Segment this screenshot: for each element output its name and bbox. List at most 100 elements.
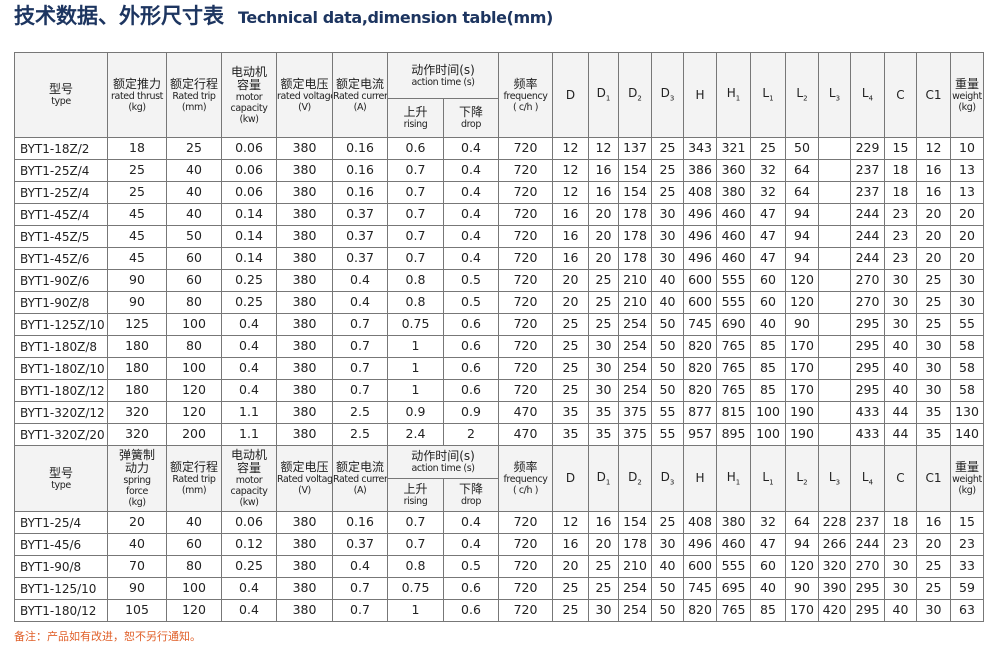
data-row: BYT1-25Z/4 25 40 0.06 380 0.16 0.7 0.4 720 12 16 15… [14,159,984,182]
value-cell: 720 [498,379,553,402]
value-cell: 15 [884,137,917,160]
header-cell: 额定电流 Rated current (A) [332,52,388,138]
value-cell: 0.7 [387,159,444,182]
value-cell: 35 [552,401,589,424]
value-cell: 80 [166,555,222,578]
value-cell: 178 [618,203,652,226]
value-cell: 0.8 [387,555,444,578]
value-cell: 35 [588,423,619,446]
value-cell: 190 [785,423,819,446]
value-cell: 25 [651,137,684,160]
data-row: BYT1-320Z/12 320 120 1.1 380 2.5 0.9 0.9 470 35 35… [14,401,984,424]
value-cell [818,379,851,402]
value-cell: 40 [651,269,684,292]
value-cell: 25 [552,599,589,622]
value-cell: 0.4 [443,247,499,270]
dim-main: C1 [925,87,942,102]
header-cell: H1 [716,445,751,512]
value-cell: 40 [166,181,222,204]
data-row: BYT1-45Z/6 45 60 0.14 380 0.37 0.7 0.4 720 16 20 17… [14,247,984,270]
value-cell: 170 [785,599,819,622]
value-cell: 180 [107,335,167,358]
value-cell: 380 [276,577,333,600]
value-cell: 60 [750,269,786,292]
value-cell: 0.7 [332,379,388,402]
value-cell: 13 [950,159,984,182]
value-cell: 0.6 [443,335,499,358]
value-cell: 0.7 [387,225,444,248]
value-cell: 0.37 [332,247,388,270]
value-cell: 64 [785,511,819,534]
value-cell: 420 [818,599,851,622]
header-cell: 上升 rising [387,98,444,138]
value-cell: 16 [588,181,619,204]
value-cell: 820 [683,335,717,358]
value-cell: 40 [884,599,917,622]
value-cell: 0.7 [387,511,444,534]
dim-label: L4 [862,86,873,102]
value-cell: 0.06 [221,159,277,182]
value-cell: 0.5 [443,269,499,292]
title-zh: 技术数据、外形尺寸表 [14,4,224,28]
value-cell: 470 [498,423,553,446]
value-cell: 100 [750,423,786,446]
header-cell: L1 [750,52,786,138]
value-cell: 0.37 [332,203,388,226]
header-line: Rated current [333,90,388,102]
value-cell: 0.06 [221,137,277,160]
value-cell: 0.16 [332,137,388,160]
dim-main: L [828,469,836,484]
value-cell: 270 [850,555,885,578]
value-cell: 244 [850,203,885,226]
header-group: 动作时间(s) action time (s) [387,52,499,99]
value-cell: 25 [651,181,684,204]
value-cell: 23 [884,225,917,248]
data-row: BYT1-125Z/10 125 100 0.4 380 0.7 0.75 0.6 720 25 2… [14,313,984,336]
value-cell: 720 [498,555,553,578]
header-cell: 额定行程 Rated trip (mm) [166,445,222,512]
value-cell: 380 [276,137,333,160]
value-cell: 20 [588,225,619,248]
value-cell: 58 [950,379,984,402]
value-cell: 40 [884,357,917,380]
dim-sub: 1 [605,94,611,103]
value-cell: 360 [716,159,751,182]
value-cell: 50 [651,577,684,600]
value-cell: 0.5 [443,291,499,314]
value-cell: 254 [618,577,652,600]
dim-label: D2 [628,86,642,102]
header-cell: 电动机 容量 motor capacity (kw) [221,52,277,138]
value-cell: 380 [276,599,333,622]
header-cell: 下降 drop [443,478,499,512]
value-cell: 0.9 [443,401,499,424]
value-cell: 20 [107,511,167,534]
value-cell: 20 [588,533,619,556]
value-cell [818,423,851,446]
value-cell: 140 [950,423,984,446]
value-cell: 0.6 [443,379,499,402]
header-line: weight [952,90,982,102]
header-cell: L1 [750,445,786,512]
dim-main: D [565,87,576,102]
dim-sub: 2 [803,94,808,103]
value-cell: 20 [916,225,951,248]
value-cell: 35 [588,401,619,424]
header-cell: L2 [785,445,819,512]
header-line: 下降 [458,482,483,496]
dim-sub: 4 [868,478,874,487]
value-cell: 50 [651,313,684,336]
dim-label: L3 [829,86,840,102]
value-cell: 244 [850,247,885,270]
value-cell: 25 [588,555,619,578]
value-cell: 820 [683,599,717,622]
value-cell: 63 [950,599,984,622]
header-line: (V) [298,101,311,113]
header-line: 型号 [48,82,73,96]
value-cell: 0.6 [443,313,499,336]
value-cell: 460 [716,203,751,226]
value-cell: 820 [683,357,717,380]
value-cell: 0.7 [332,599,388,622]
value-cell: 0.6 [443,357,499,380]
data-row: BYT1-180Z/10 180 100 0.4 380 0.7 1 0.6 720 25 30 25… [14,357,984,380]
value-cell: 25 [588,269,619,292]
